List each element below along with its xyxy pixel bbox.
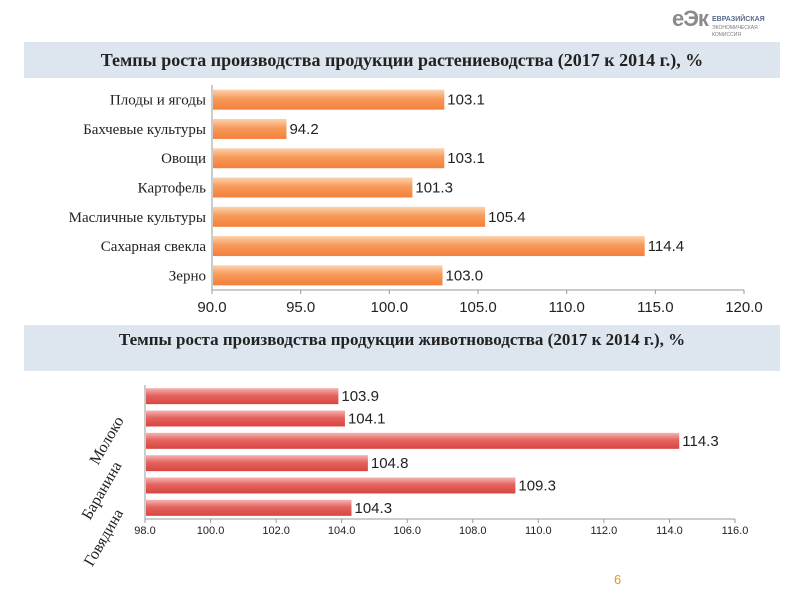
- page-number: 6: [614, 572, 622, 587]
- crop-x-tick-label: 110.0: [548, 299, 584, 316]
- crop-value-label: 101.3: [415, 180, 453, 197]
- livestock-x-tick-label: 110.0: [525, 525, 552, 537]
- crop-x-tick-label: 100.0: [371, 299, 409, 316]
- crop-category-label: Бахчевые культуры: [83, 122, 206, 138]
- livestock-chart-title: Темпы роста производства продукции живот…: [24, 325, 780, 371]
- crop-value-label: 105.4: [488, 209, 526, 226]
- livestock-x-tick-label: 102.0: [262, 525, 290, 537]
- livestock-value-label: 109.3: [518, 478, 556, 495]
- livestock-value-label: 104.3: [355, 500, 393, 517]
- crop-bar: [213, 236, 645, 257]
- logo-text-line-2: ЭКОНОМИЧЕСКАЯ: [712, 25, 758, 31]
- livestock-bar: [146, 455, 368, 472]
- livestock-x-tick-label: 114.0: [656, 525, 683, 537]
- crop-value-label: 103.1: [447, 92, 485, 109]
- livestock-x-tick-label: 104.0: [328, 525, 356, 537]
- livestock-bar: [146, 410, 345, 427]
- logo-text-line-1: ЕВРАЗИЙСКАЯ: [712, 16, 765, 23]
- crop-category-label: Картофель: [138, 181, 206, 197]
- crop-bar: [213, 118, 287, 139]
- livestock-bar: [146, 477, 516, 494]
- crop-bar: [213, 206, 486, 227]
- crop-bar: [213, 89, 445, 110]
- eek-logo: еЭк ЕВРАЗИЙСКАЯ ЭКОНОМИЧЕСКАЯ КОМИССИЯ: [672, 4, 776, 40]
- livestock-value-label: 104.1: [348, 411, 386, 428]
- crop-x-tick-label: 120.0: [725, 299, 763, 316]
- crop-x-tick-label: 95.0: [286, 299, 315, 316]
- crop-category-label: Зерно: [169, 268, 206, 284]
- crop-bar: [213, 265, 443, 286]
- livestock-value-label: 104.8: [371, 455, 409, 472]
- livestock-bar: [146, 499, 352, 516]
- crop-x-tick-label: 90.0: [197, 299, 226, 316]
- crop-chart: Плоды и ягоды 103.1 Бахчевые культуры 94.2 О…: [69, 85, 763, 316]
- livestock-x-tick-label: 116.0: [722, 525, 749, 537]
- livestock-bar: [146, 432, 680, 449]
- crop-x-tick-label: 115.0: [637, 299, 673, 316]
- logo-text-line-3: КОМИССИЯ: [712, 32, 741, 38]
- livestock-group-label: Молоко: [87, 414, 128, 468]
- livestock-x-tick-label: 108.0: [459, 525, 487, 537]
- crop-category-label: Масличные культуры: [69, 210, 206, 226]
- crop-category-label: Плоды и ягоды: [110, 93, 206, 109]
- livestock-value-label: 114.3: [682, 433, 718, 450]
- crop-bar: [213, 177, 413, 198]
- livestock-x-tick-label: 100.0: [197, 525, 225, 537]
- crop-value-label: 103.0: [446, 267, 484, 284]
- crop-value-label: 103.1: [447, 150, 485, 167]
- crop-bar: [213, 148, 445, 169]
- crop-x-tick-label: 105.0: [459, 299, 497, 316]
- crop-category-label: Сахарная свекла: [101, 239, 207, 255]
- crop-category-label: Овощи: [161, 151, 206, 167]
- livestock-chart: 103.9 104.1 114.3 104.8 109.3 104.3 98.0 100.0 1…: [79, 385, 749, 569]
- logo-mark: еЭк: [672, 6, 709, 31]
- crop-chart-title: Темпы роста производства продукции расте…: [24, 42, 780, 78]
- livestock-x-tick-label: 98.0: [134, 525, 155, 537]
- livestock-x-tick-label: 112.0: [591, 525, 618, 537]
- livestock-bar: [146, 388, 339, 405]
- crop-value-label: 114.4: [648, 238, 684, 255]
- livestock-x-tick-label: 106.0: [393, 525, 421, 537]
- livestock-value-label: 103.9: [341, 388, 379, 405]
- crop-value-label: 94.2: [289, 121, 318, 138]
